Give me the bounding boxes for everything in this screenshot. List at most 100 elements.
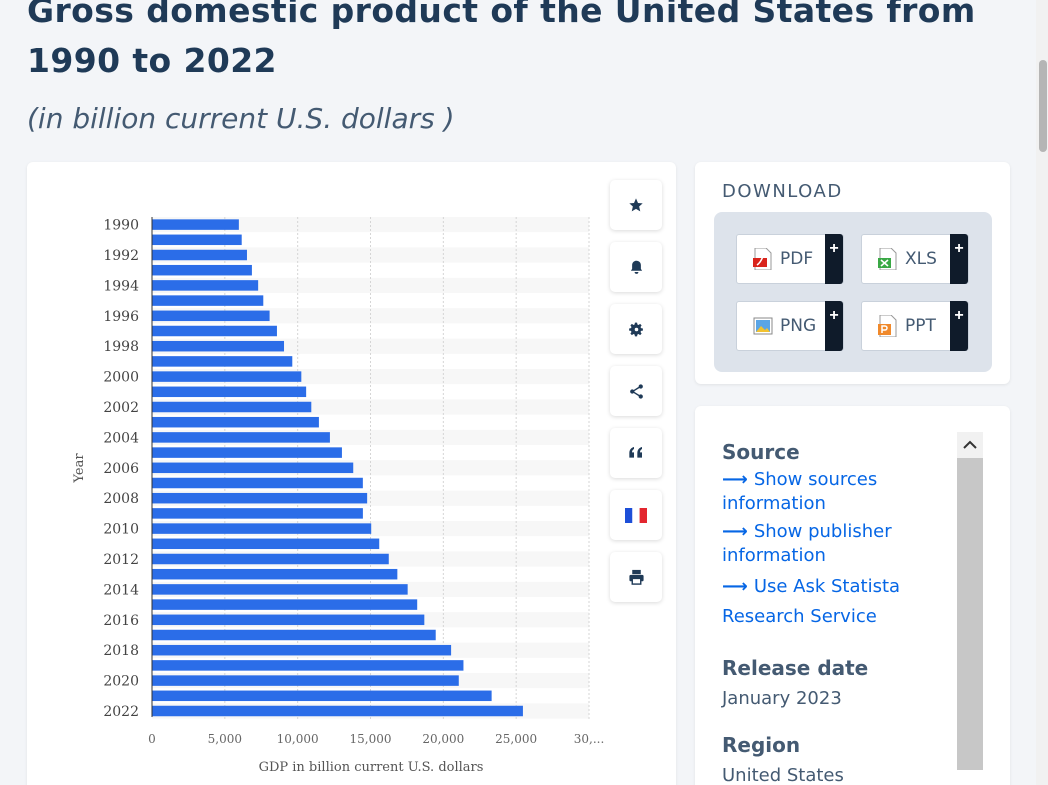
settings-button[interactable]	[610, 304, 662, 354]
show-publisher-link[interactable]: ⟶ Show publisher information	[722, 520, 952, 568]
region-heading: Region	[722, 733, 801, 757]
xls-label: XLS	[905, 249, 937, 269]
gear-icon	[628, 322, 643, 336]
bar-2014[interactable]	[152, 584, 408, 595]
gdp-bar-chart: 1990 1992 1994 1996 1998 2000 2002 2004 2006 2008…	[72, 217, 604, 775]
y-tick-label: 2010	[103, 522, 139, 538]
arrow-right-icon: ⟶	[722, 576, 748, 597]
share-button[interactable]	[610, 366, 662, 416]
bar-2013[interactable]	[152, 568, 398, 580]
x-axis-label: GDP in billion current U.S. dollars	[259, 760, 484, 775]
ask-statista-text: Use Ask Statista Research Service	[722, 576, 901, 627]
download-title: DOWNLOAD	[722, 181, 843, 202]
source-heading: Source	[722, 440, 800, 464]
bar-2008[interactable]	[152, 492, 368, 504]
bar-2019[interactable]	[152, 660, 464, 671]
bar-2020[interactable]	[152, 675, 459, 686]
download-ppt-button[interactable]: PPT +	[861, 301, 969, 351]
bar-2018[interactable]	[152, 644, 452, 656]
y-tick-label: 1992	[103, 248, 139, 264]
bar-1994[interactable]	[152, 280, 259, 291]
bar-2007[interactable]	[152, 477, 363, 489]
bar-2005[interactable]	[152, 447, 342, 458]
pdf-plus[interactable]: +	[825, 234, 843, 284]
bar-1990[interactable]	[152, 219, 239, 230]
bar-2021[interactable]	[152, 690, 492, 702]
download-pdf-button[interactable]: PDF +	[736, 234, 844, 284]
bar-1997[interactable]	[152, 325, 277, 337]
bar-1993[interactable]	[152, 264, 252, 276]
info-scrollbar[interactable]	[957, 432, 983, 772]
download-png-button[interactable]: PNG +	[736, 301, 844, 351]
bar-2006[interactable]	[152, 462, 354, 474]
bar-2009[interactable]	[152, 508, 363, 519]
region-value: United States	[722, 765, 844, 785]
y-axis-label: Year	[72, 453, 87, 484]
page-scroll-thumb[interactable]	[1039, 60, 1047, 152]
bar-1996[interactable]	[152, 310, 270, 322]
y-tick-label: 2016	[103, 613, 139, 629]
ppt-plus[interactable]: +	[950, 301, 968, 351]
xls-plus[interactable]: +	[950, 234, 968, 284]
show-sources-link[interactable]: ⟶ Show sources information	[722, 468, 952, 516]
bar-2017[interactable]	[152, 629, 436, 641]
y-tick-label: 2014	[103, 582, 139, 598]
ppt-label: PPT	[905, 316, 936, 336]
x-tick-label: 5,000	[208, 732, 242, 746]
french-flag-icon	[625, 507, 647, 523]
statistic-details: Source ⟶ Show sources information ⟶ Show p…	[722, 436, 952, 785]
bar-2012[interactable]	[152, 553, 389, 565]
ppt-file-icon	[878, 315, 897, 337]
page-scrollbar[interactable]	[1036, 0, 1048, 785]
bar-1999[interactable]	[152, 356, 293, 367]
bell-icon	[630, 260, 642, 274]
chart-card: 1990 1992 1994 1996 1998 2000 2002 2004 2006 2008…	[27, 162, 676, 785]
print-button[interactable]	[610, 552, 662, 602]
language-button[interactable]	[610, 490, 662, 540]
show-publisher-text: Show publisher information	[722, 521, 892, 566]
bar-2022[interactable]	[152, 705, 523, 717]
star-icon	[629, 198, 643, 212]
bar-1992[interactable]	[152, 249, 247, 261]
png-file-icon	[753, 317, 773, 335]
bar-2010[interactable]	[152, 523, 372, 534]
y-tick-label: 1996	[103, 309, 139, 325]
favorite-button[interactable]	[610, 180, 662, 230]
png-plus[interactable]: +	[825, 301, 843, 351]
scroll-up-button[interactable]	[957, 432, 983, 458]
download-card: DOWNLOAD PDF + XLS + PNG + PPT +	[695, 162, 1010, 384]
ask-statista-link[interactable]: ⟶ Use Ask Statista Research Service	[722, 572, 952, 632]
share-icon	[629, 383, 643, 399]
bar-2011[interactable]	[152, 538, 380, 550]
y-tick-label: 2006	[103, 461, 139, 477]
page-title: Gross domestic product of the United Sta…	[27, 0, 976, 80]
notification-button[interactable]	[610, 242, 662, 292]
arrow-right-icon: ⟶	[722, 469, 748, 490]
bar-2016[interactable]	[152, 614, 425, 626]
y-tick-label: 2022	[103, 704, 139, 720]
bar-1998[interactable]	[152, 340, 285, 352]
info-scroll-thumb[interactable]	[957, 458, 983, 770]
x-tick-label: 15,000	[350, 732, 392, 746]
bar-1995[interactable]	[152, 295, 264, 306]
bar-1991[interactable]	[152, 234, 242, 246]
download-xls-button[interactable]: XLS +	[861, 234, 969, 284]
bar-2002[interactable]	[152, 401, 312, 413]
x-tick-label: 25,000	[495, 732, 537, 746]
y-tick-label: 2000	[103, 370, 139, 386]
bar-2001[interactable]	[152, 386, 307, 398]
bar-2000[interactable]	[152, 371, 302, 382]
show-sources-text: Show sources information	[722, 469, 878, 514]
quote-icon	[629, 447, 642, 458]
x-tick-label: 20,000	[422, 732, 464, 746]
bar-2004[interactable]	[152, 432, 330, 443]
cite-button[interactable]	[610, 428, 662, 478]
row-band	[152, 217, 589, 233]
y-tick-label: 1994	[103, 278, 139, 294]
bar-2015[interactable]	[152, 599, 418, 610]
release-date-heading: Release date	[722, 656, 869, 680]
y-tick-label: 2020	[103, 674, 139, 690]
bar-2003[interactable]	[152, 416, 319, 428]
pdf-file-icon	[753, 248, 772, 270]
